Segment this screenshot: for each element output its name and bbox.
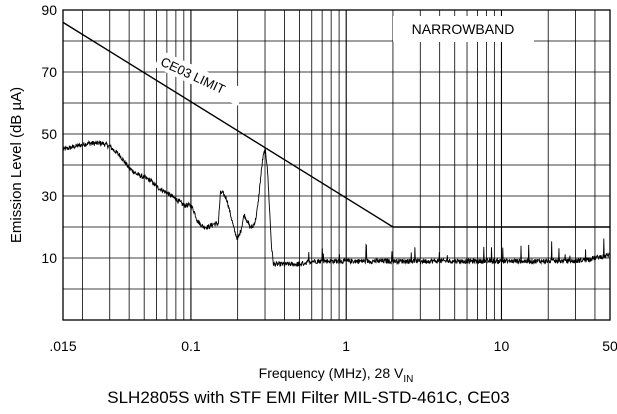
x-axis-label-sub: IN xyxy=(403,374,413,385)
narrowband-label: NARROWBAND xyxy=(412,21,515,37)
x-tick-label: 50 xyxy=(602,338,617,354)
plot-frame xyxy=(62,9,611,321)
figure-caption: SLH2805S with STF EMI Filter MIL-STD-461… xyxy=(107,388,510,407)
y-tick-label: 90 xyxy=(41,2,57,18)
x-tick-label: 0.1 xyxy=(181,338,201,354)
limit-label-group: CE03 LIMIT xyxy=(154,50,246,106)
limit-line xyxy=(62,21,610,228)
y-axis-label: Emission Level (dB µA) xyxy=(8,87,25,243)
tick-labels: 10 30 50 70 90 .015 0.1 1 10 50 xyxy=(41,2,617,354)
limit-label: CE03 LIMIT xyxy=(158,54,227,97)
emission-trace xyxy=(62,139,611,268)
x-axis-label: Frequency (MHz), 28 VIN xyxy=(259,365,414,385)
chart-grid xyxy=(63,10,610,320)
y-tick-label: 50 xyxy=(41,126,57,142)
x-axis-label-main: Frequency (MHz), 28 V xyxy=(259,365,404,381)
y-tick-label: 10 xyxy=(41,250,57,266)
y-tick-label: 30 xyxy=(41,188,57,204)
limit-label-box xyxy=(154,50,246,106)
narrowband-label-box xyxy=(393,16,534,42)
x-tick-label: 1 xyxy=(342,338,350,354)
series-group xyxy=(62,21,611,268)
x-tick-label: 10 xyxy=(494,338,510,354)
x-tick-label: .015 xyxy=(49,338,76,354)
y-tick-label: 70 xyxy=(41,64,57,80)
